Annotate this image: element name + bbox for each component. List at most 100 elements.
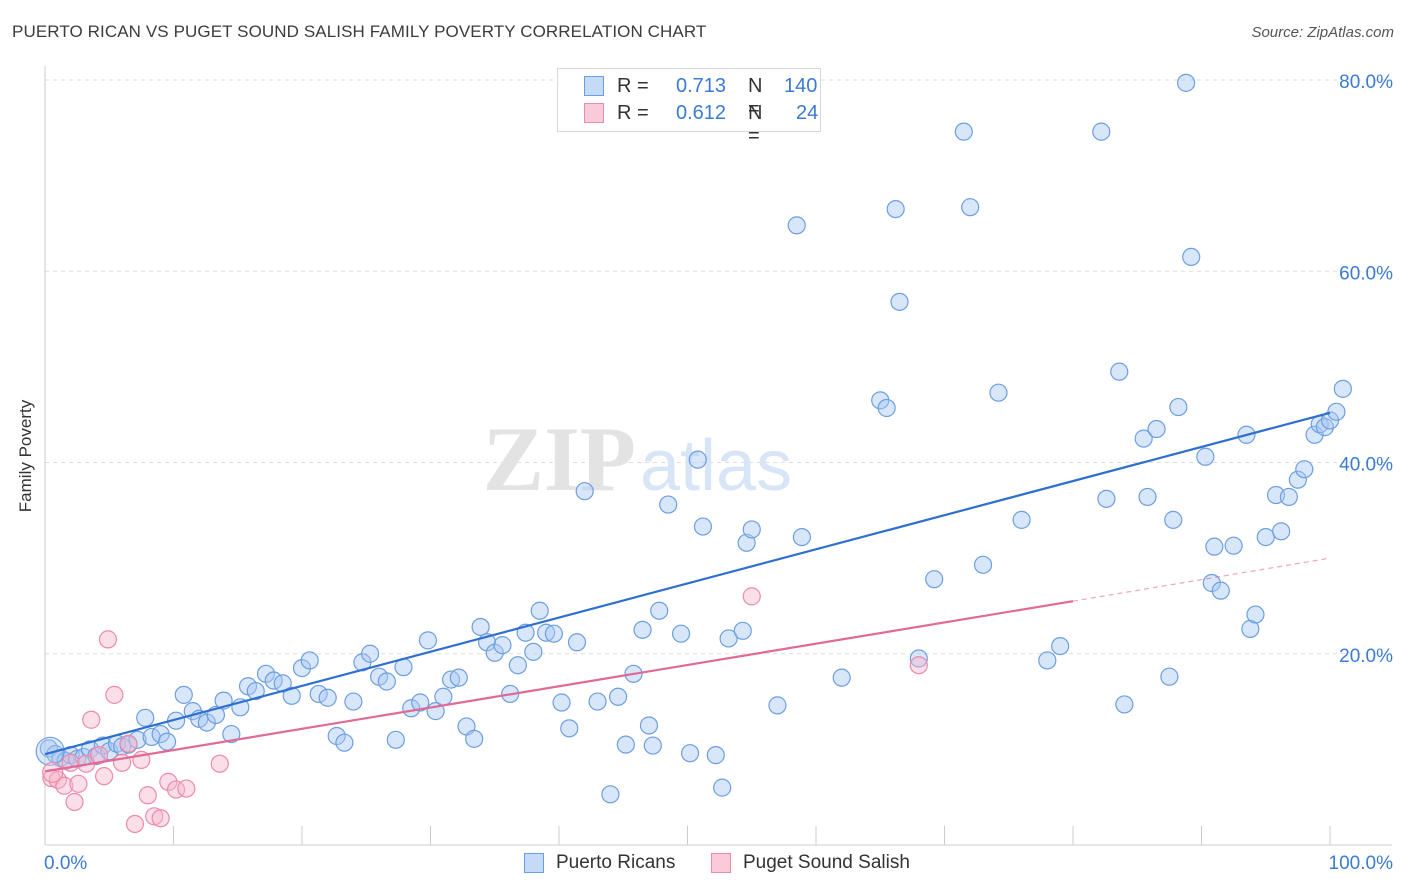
point-puerto-ricans xyxy=(292,658,312,678)
point-puerto-ricans xyxy=(282,686,301,705)
point-puerto-ricans xyxy=(485,643,504,662)
point-puerto-ricans xyxy=(552,693,571,712)
point-puerto-ricans xyxy=(719,629,738,648)
point-puerto-ricans xyxy=(890,292,909,311)
point-puerto-ricans xyxy=(1305,425,1324,444)
point-puerto-ricans xyxy=(792,527,811,547)
legend-r-value: 0.713 xyxy=(676,75,727,97)
x-tick-label: 100.0% xyxy=(1329,853,1394,874)
point-puerto-ricans xyxy=(1246,605,1265,624)
point-puerto-ricans xyxy=(575,482,594,501)
x-tick-label: 0.0% xyxy=(44,853,87,874)
point-puerto-ricans xyxy=(1147,419,1166,439)
point-puerto-ricans xyxy=(471,617,490,637)
point-puerto-ricans xyxy=(680,744,700,763)
point-puerto-ricans xyxy=(713,778,732,797)
bottom-legend-label: Puget Sound Salish xyxy=(743,852,910,873)
point-puerto-ricans xyxy=(1038,651,1057,670)
trend-lines xyxy=(44,411,1331,773)
point-puerto-ricans xyxy=(567,633,587,652)
point-puerto-ricans-cluster xyxy=(35,736,65,766)
point-puget-sound-salish xyxy=(55,776,74,795)
chart-title: PUERTO RICAN VS PUGET SOUND SALISH FAMIL… xyxy=(12,22,707,41)
point-puerto-ricans xyxy=(246,681,265,701)
point-puerto-ricans xyxy=(768,696,787,715)
point-puerto-ricans xyxy=(1224,536,1243,555)
point-puget-sound-salish xyxy=(82,710,101,729)
point-puerto-ricans xyxy=(449,668,468,687)
point-puerto-ricans xyxy=(1115,695,1134,714)
point-puget-sound-salish xyxy=(98,630,118,649)
point-puerto-ricans xyxy=(1138,487,1157,507)
point-puerto-ricans xyxy=(344,692,363,711)
point-puget-sound-salish xyxy=(125,814,145,834)
point-puget-sound-salish xyxy=(210,754,229,773)
point-puerto-ricans xyxy=(1256,527,1275,547)
y-tick-label: 80.0% xyxy=(1339,72,1393,93)
point-puerto-ricans xyxy=(706,746,725,765)
trend-line-puerto-ricans xyxy=(44,411,1331,756)
point-puerto-ricans xyxy=(386,730,405,749)
point-puerto-ricans xyxy=(300,651,319,670)
point-puerto-ricans xyxy=(377,672,396,691)
point-puget-sound-salish xyxy=(159,772,178,791)
bottom-legend-swatch xyxy=(524,853,544,873)
legend-n-value: 140 xyxy=(784,75,818,97)
point-puget-sound-salish xyxy=(909,656,928,675)
point-puerto-ricans xyxy=(1176,73,1196,92)
point-puget-sound-salish-cluster xyxy=(42,761,64,783)
point-puget-sound-salish xyxy=(65,792,84,812)
point-puerto-ricans xyxy=(335,733,354,752)
point-puerto-ricans xyxy=(537,623,556,642)
point-puerto-ricans xyxy=(508,656,527,675)
legend-r-label: R = xyxy=(617,102,649,124)
point-puerto-ricans xyxy=(434,687,453,706)
point-puerto-ricans xyxy=(1092,122,1111,141)
point-puget-sound-salish xyxy=(95,767,114,786)
point-puget-sound-salish xyxy=(138,786,157,805)
point-puerto-ricans xyxy=(671,624,691,643)
point-puerto-ricans xyxy=(1241,619,1260,638)
point-puerto-ricans xyxy=(616,735,635,754)
point-puerto-ricans xyxy=(742,520,761,539)
point-puerto-ricans xyxy=(886,199,905,219)
grid-lines xyxy=(45,79,1392,655)
point-puerto-ricans xyxy=(1169,397,1188,417)
point-puerto-ricans xyxy=(1110,362,1129,381)
point-puerto-ricans xyxy=(174,685,193,704)
point-puget-sound-salish xyxy=(145,807,164,826)
point-puget-sound-salish xyxy=(89,746,109,765)
legend-swatch-puerto-ricans xyxy=(584,76,604,96)
point-puerto-ricans xyxy=(465,729,484,748)
point-puget-sound-salish xyxy=(69,774,88,793)
trend-line-puget-sound-salish xyxy=(44,600,1074,773)
point-puget-sound-salish xyxy=(105,685,124,704)
point-puerto-ricans xyxy=(1051,636,1070,656)
point-puerto-ricans xyxy=(524,642,543,661)
point-puerto-ricans xyxy=(961,198,980,217)
point-puerto-ricans xyxy=(1295,460,1314,479)
point-puerto-ricans xyxy=(157,732,177,751)
point-puerto-ricans xyxy=(493,636,512,655)
point-puerto-ricans xyxy=(601,785,620,804)
bottom-legend-swatch xyxy=(711,853,731,873)
point-puerto-ricans xyxy=(1182,247,1201,267)
point-puget-sound-salish xyxy=(742,587,761,606)
source-label: Source: ZipAtlas.com xyxy=(1251,24,1394,41)
point-puerto-ricans xyxy=(1205,537,1224,556)
point-puerto-ricans xyxy=(418,631,438,650)
point-puerto-ricans xyxy=(737,533,756,552)
legend-r-label: R = xyxy=(617,75,649,97)
point-puerto-ricans xyxy=(222,724,241,744)
point-puerto-ricans xyxy=(560,719,579,738)
point-puget-sound-salish xyxy=(177,779,196,798)
point-puerto-ricans xyxy=(650,601,669,620)
point-puget-sound-salish xyxy=(119,734,138,753)
point-puerto-ricans xyxy=(954,122,973,141)
correlation-legend: R = 0.713 N = 140 R = 0.612 N = 24 xyxy=(557,68,821,147)
point-puerto-ricans xyxy=(909,649,928,668)
point-puerto-ricans xyxy=(693,517,713,536)
legend-n-label: N = xyxy=(748,102,763,147)
trend-line-puget-sound-salish-extension xyxy=(1072,557,1331,602)
